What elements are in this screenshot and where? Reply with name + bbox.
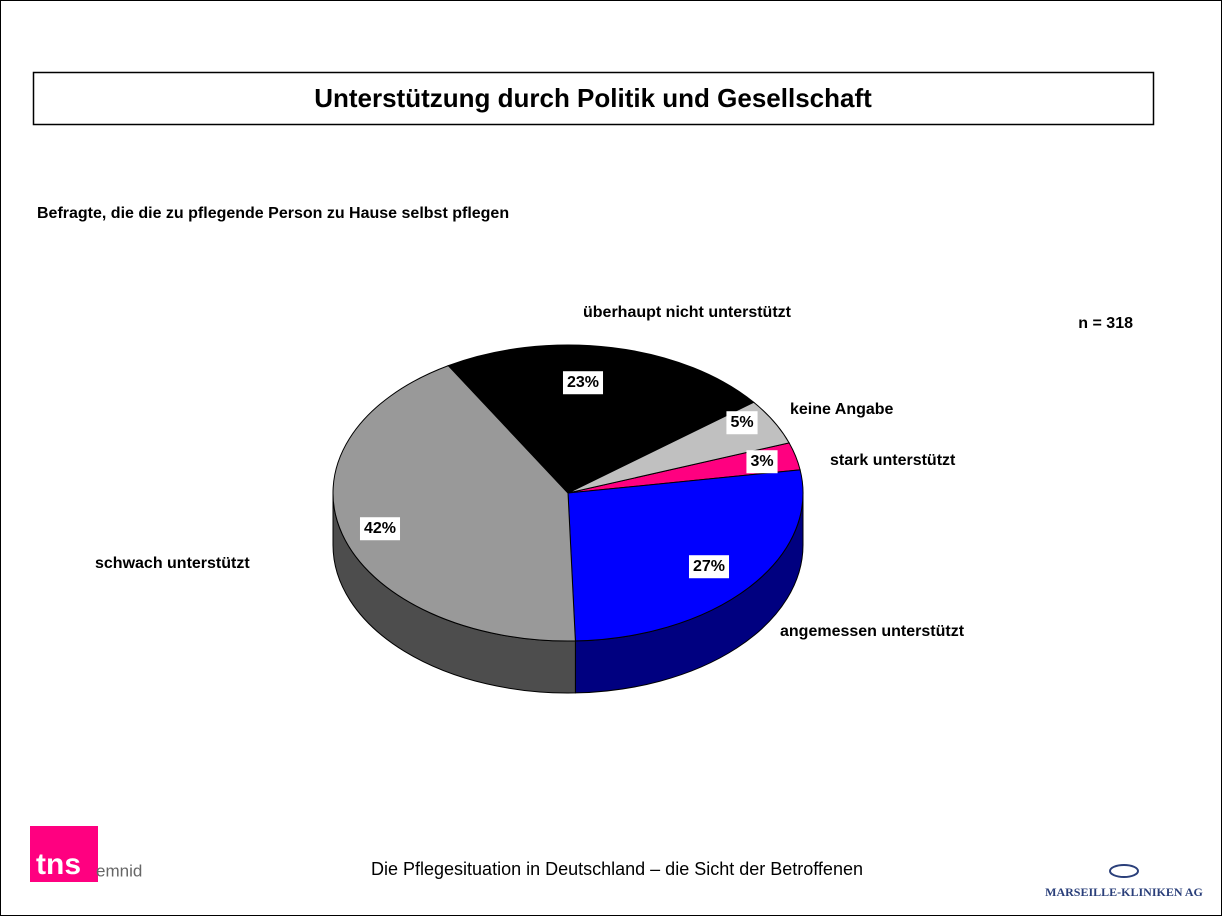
category-label: überhaupt nicht unterstützt bbox=[583, 304, 792, 321]
subtitle: Befragte, die die zu pflegende Person zu… bbox=[37, 205, 509, 222]
value-label-box bbox=[562, 371, 604, 395]
value-label: 23% bbox=[567, 374, 599, 391]
slice bbox=[567, 469, 804, 642]
value-label: 27% bbox=[693, 558, 725, 575]
category-label: schwach unterstützt bbox=[95, 555, 250, 572]
title-box bbox=[32, 71, 1155, 126]
footer-text: Die Pflegesituation in Deutschland – die… bbox=[371, 859, 863, 879]
value-label: 42% bbox=[364, 520, 396, 537]
logo-text: tns bbox=[36, 848, 81, 881]
logo-text: MARSEILLE-KLINIKEN AG bbox=[1045, 885, 1203, 899]
category-label: keine Angabe bbox=[790, 401, 894, 418]
annotation: n = 318 bbox=[1078, 315, 1133, 332]
value-label: 3% bbox=[750, 453, 773, 470]
pie: 3% stark unterstützt 27% angemessen unterst… bbox=[95, 304, 965, 694]
value-label-box bbox=[688, 555, 730, 579]
logo-icon bbox=[1109, 864, 1139, 878]
value-label-box bbox=[746, 450, 778, 474]
chart-title: Unterstützung durch Politik und Gesellsc… bbox=[314, 83, 872, 113]
value-label-box bbox=[726, 411, 758, 435]
slice bbox=[332, 365, 576, 642]
category-label: stark unterstützt bbox=[830, 452, 956, 469]
logo-box bbox=[30, 826, 98, 882]
logo-text: emnid bbox=[96, 861, 142, 880]
slice bbox=[447, 344, 755, 494]
value-label-box bbox=[359, 517, 401, 541]
category-label: angemessen unterstützt bbox=[780, 623, 965, 640]
value-label: 5% bbox=[730, 414, 753, 431]
